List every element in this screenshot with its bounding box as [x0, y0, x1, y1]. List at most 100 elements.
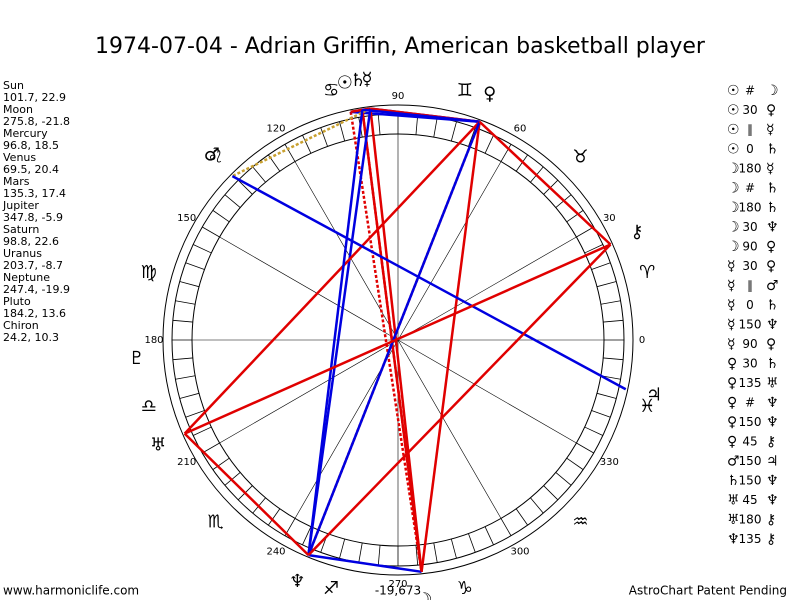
degree-tick: [212, 457, 230, 470]
degree-tick: [500, 518, 512, 536]
aspect-planet: ♅: [727, 512, 740, 528]
planet-position: 184.2, 13.6: [3, 307, 66, 320]
aspect-type: ∥: [747, 123, 753, 137]
sign-glyph: ♉: [572, 147, 588, 168]
planet-position: 101.7, 22.9: [3, 91, 66, 104]
planet-position: 247.4, -19.9: [3, 283, 70, 296]
degree-tick: [339, 121, 346, 142]
aspect-planet: ☉: [727, 142, 740, 158]
sign-glyph: ♋: [323, 80, 339, 101]
aspect-type: 0: [746, 142, 754, 156]
aspect-type: 45: [742, 493, 757, 507]
degree-tick: [179, 281, 200, 288]
degree-tick: [584, 244, 603, 254]
aspect-planet: ☽: [727, 239, 740, 255]
degree-tick: [185, 410, 205, 418]
aspect-type: ∥: [747, 279, 753, 293]
aspect-planet: ♀: [766, 239, 776, 255]
aspect-type: 180: [739, 201, 762, 215]
aspect-type: 45: [742, 435, 757, 449]
aspect-planet: ♆: [766, 395, 779, 411]
aspect-planet: ♆: [766, 415, 779, 431]
aspect-type: 150: [739, 454, 762, 468]
aspect-planet: ⚷: [766, 434, 776, 450]
aspect-type: 150: [739, 415, 762, 429]
degree-tick: [450, 121, 457, 142]
aspect-planet: ☽: [727, 161, 740, 177]
degree-tick: [591, 262, 611, 270]
aspect-planet: ♆: [727, 532, 740, 548]
degree-label: 180: [144, 335, 163, 346]
aspect-planet: ☽: [727, 220, 740, 236]
aspect-planet: ♅: [766, 376, 779, 392]
outer-circle: [162, 104, 634, 576]
planet-name: Neptune: [3, 271, 50, 284]
degree-tick: [237, 179, 253, 195]
degree-tick: [302, 526, 312, 545]
degree-label: 120: [266, 124, 285, 135]
aspect-line: [231, 107, 371, 178]
degree-label: 0: [639, 335, 645, 346]
aspect-line: [350, 108, 363, 114]
aspect-line: [307, 108, 372, 556]
degree-tick: [358, 542, 363, 563]
aspect-planet: ♆: [766, 220, 779, 236]
aspect-planet: ♄: [766, 142, 779, 158]
aspect-planet: ♀: [727, 376, 737, 392]
degree-tick: [377, 545, 381, 566]
aspect-planet: ♀: [727, 356, 737, 372]
aspect-planet: ☉: [727, 103, 740, 119]
aspect-line: [183, 432, 310, 557]
planet-position: 275.8, -21.8: [3, 115, 70, 128]
degree-tick: [185, 262, 205, 270]
degree-tick: [172, 319, 193, 323]
footer-left: www.harmoniclife.com: [3, 584, 139, 598]
degree-label: 210: [177, 457, 196, 468]
planet-glyph: ☿: [361, 69, 372, 90]
planet-position: 347.8, -5.9: [3, 211, 63, 224]
degree-tick: [484, 135, 494, 154]
aspect-type: 180: [739, 162, 762, 176]
aspect-type: #: [745, 84, 755, 98]
degree-tick: [555, 472, 572, 486]
degree-tick: [603, 319, 624, 323]
sign-glyph: ♑: [457, 578, 473, 599]
aspect-line: [307, 243, 612, 556]
aspect-planet: ♄: [766, 356, 779, 372]
footer-center: -19,673: [375, 584, 421, 598]
degree-tick: [596, 392, 617, 399]
degree-label: 300: [510, 546, 529, 557]
degree-tick: [202, 226, 220, 238]
aspect-planet: ♀: [727, 434, 737, 450]
sign-glyph: ♎: [141, 396, 157, 417]
aspect-planet: ☿: [766, 161, 775, 177]
planet-name: Saturn: [3, 223, 39, 236]
aspect-type: 135: [739, 532, 762, 546]
degree-tick: [252, 166, 266, 183]
aspect-line: [231, 175, 627, 391]
aspect-type: 30: [742, 357, 757, 371]
degree-tick: [450, 538, 457, 559]
title: 1974-07-04 - Adrian Griffin, American ba…: [95, 34, 706, 59]
degree-label: 30: [603, 213, 616, 224]
degree-label: 90: [392, 91, 405, 102]
planet-glyph: ♂: [204, 145, 220, 166]
aspect-type: 30: [742, 103, 757, 117]
planet-position: 96.8, 18.5: [3, 139, 59, 152]
aspect-planet: ☽: [727, 181, 740, 197]
degree-tick: [600, 300, 621, 305]
planet-position: 69.5, 20.4: [3, 163, 59, 176]
aspect-planet: ♄: [727, 473, 740, 489]
planet-glyph: ♃: [646, 384, 662, 405]
degree-tick: [172, 357, 193, 361]
degree-tick: [193, 426, 212, 436]
aspect-planet: ♄: [766, 181, 779, 197]
degree-tick: [284, 144, 296, 162]
degree-tick: [202, 442, 220, 454]
degree-tick: [530, 497, 544, 514]
degree-tick: [543, 485, 559, 501]
degree-tick: [224, 472, 241, 486]
planet-glyph: ⚷: [630, 222, 643, 243]
aspect-line: [307, 109, 364, 556]
